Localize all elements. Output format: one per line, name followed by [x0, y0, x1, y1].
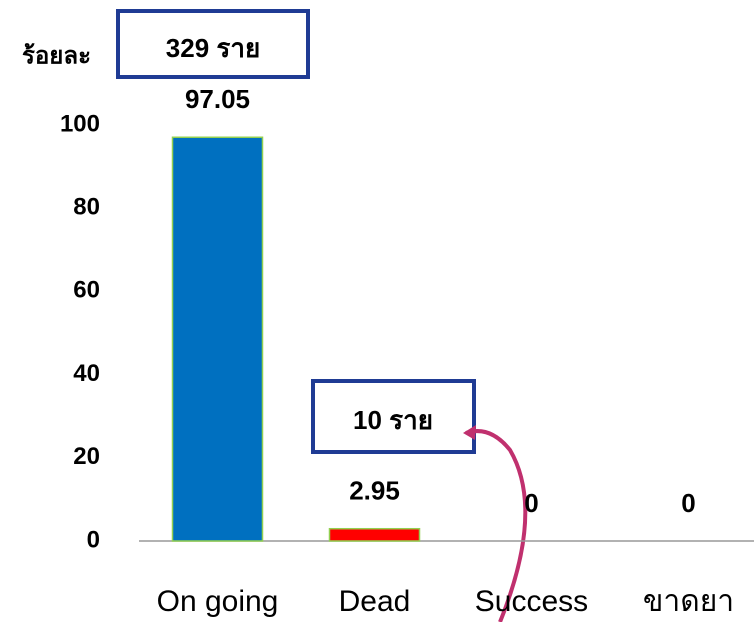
- x-tick-label: Success: [475, 585, 588, 618]
- annotation: 10 ราย: [353, 405, 433, 435]
- x-tick-label: On going: [157, 585, 279, 618]
- y-tick-label: 40: [73, 360, 100, 387]
- y-tick-label: 80: [73, 194, 100, 221]
- annotation: 329 ราย: [166, 33, 260, 63]
- x-tick-label: Dead: [339, 585, 411, 618]
- annotation-box: [116, 9, 310, 79]
- x-tick-label: ขาดยา: [643, 585, 734, 618]
- annotation-box: [311, 379, 476, 454]
- arrow: [465, 429, 528, 622]
- bar: [171, 136, 264, 542]
- value-label: 2.95: [349, 476, 400, 506]
- y-tick-label: 60: [73, 277, 100, 304]
- value-label: 0: [681, 488, 695, 518]
- value-label: 0: [524, 488, 538, 518]
- y-tick-label: 100: [60, 110, 100, 137]
- y-axis-label: ร้อยละ: [22, 42, 91, 69]
- value-label: 97.05: [185, 84, 250, 114]
- bar: [328, 527, 421, 542]
- y-tick-label: 0: [87, 526, 100, 553]
- arrow-head: [463, 425, 476, 440]
- y-tick-label: 20: [73, 443, 100, 470]
